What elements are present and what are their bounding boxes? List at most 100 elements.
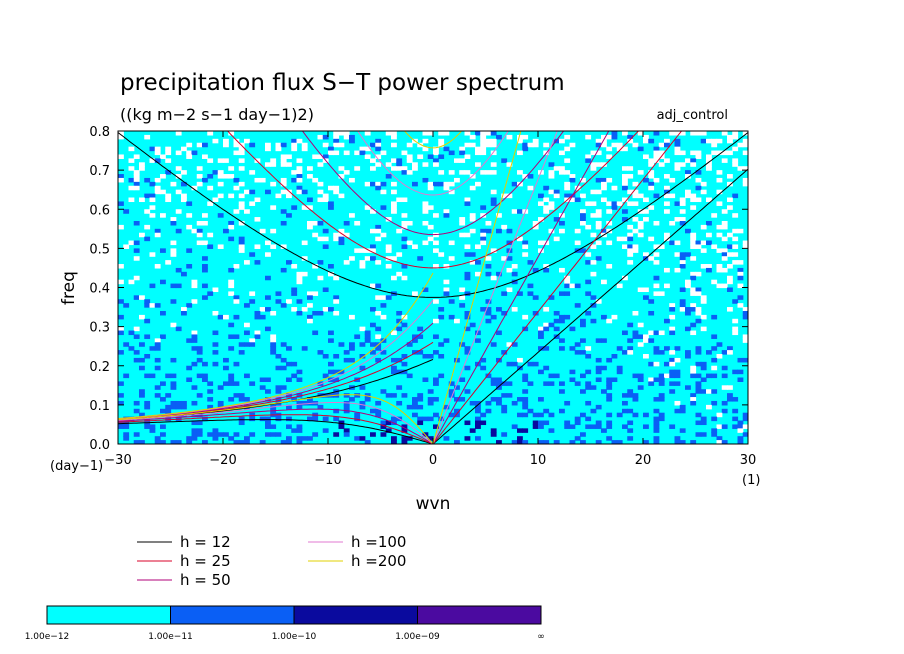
field-cell bbox=[464, 154, 471, 159]
curve-rossby-h200 bbox=[118, 394, 434, 444]
field-cell bbox=[391, 134, 397, 140]
field-cell bbox=[296, 299, 303, 304]
field-cell bbox=[270, 205, 277, 210]
field-cell bbox=[674, 166, 681, 171]
field-cell bbox=[606, 146, 613, 152]
field-cell bbox=[480, 142, 487, 148]
field-cell bbox=[611, 377, 618, 382]
field-cell bbox=[396, 197, 403, 203]
field-cell bbox=[401, 150, 408, 156]
field-cell bbox=[280, 440, 287, 444]
field-cell bbox=[485, 310, 492, 316]
field-cell bbox=[664, 236, 670, 242]
field-cell bbox=[517, 357, 523, 363]
field-cell bbox=[196, 346, 203, 351]
field-cell bbox=[154, 342, 161, 347]
field-cell bbox=[175, 150, 182, 156]
field-cell bbox=[658, 412, 665, 418]
field-cell bbox=[637, 146, 644, 152]
field-cell bbox=[401, 244, 408, 249]
field-cell bbox=[128, 240, 135, 246]
field-cell bbox=[543, 264, 550, 269]
field-cell bbox=[433, 350, 439, 355]
field-cell bbox=[370, 322, 376, 328]
field-cell bbox=[133, 240, 140, 246]
field-cell bbox=[160, 432, 166, 437]
field-cell bbox=[139, 162, 145, 167]
field-cell bbox=[721, 385, 728, 390]
field-cell bbox=[244, 303, 250, 308]
field-cell bbox=[643, 154, 649, 159]
field-cell bbox=[118, 326, 124, 332]
field-cell bbox=[517, 412, 523, 418]
field-cell bbox=[359, 264, 366, 269]
field-cell bbox=[338, 424, 345, 429]
field-cell bbox=[212, 138, 219, 144]
field-cell bbox=[212, 432, 219, 437]
field-cell bbox=[737, 228, 744, 234]
field-cell bbox=[144, 303, 151, 308]
field-cell bbox=[238, 244, 245, 249]
field-cell bbox=[511, 361, 518, 367]
field-cell bbox=[196, 220, 203, 226]
field-cell bbox=[459, 397, 466, 402]
field-cell bbox=[202, 295, 208, 300]
field-cell bbox=[238, 416, 245, 422]
field-cell bbox=[632, 181, 639, 187]
field-cell bbox=[165, 158, 172, 163]
field-cell bbox=[711, 334, 718, 339]
field-cell bbox=[291, 146, 298, 152]
field-cell bbox=[574, 303, 581, 308]
field-cell bbox=[564, 158, 571, 163]
field-cell bbox=[296, 436, 303, 441]
field-cell bbox=[627, 224, 634, 230]
field-cell bbox=[427, 416, 434, 422]
field-cell bbox=[359, 326, 366, 332]
field-cell bbox=[727, 134, 733, 140]
x-tick-label: 0 bbox=[429, 453, 437, 468]
field-cell bbox=[690, 275, 697, 281]
field-cell bbox=[648, 381, 655, 386]
field-cell bbox=[343, 131, 350, 136]
field-cell bbox=[706, 138, 712, 144]
field-cell bbox=[186, 154, 193, 159]
field-cell bbox=[695, 381, 702, 386]
curve-n1-h12 bbox=[118, 132, 748, 298]
field-cell bbox=[622, 236, 628, 242]
field-cell bbox=[732, 131, 739, 136]
field-cell bbox=[149, 346, 156, 351]
field-cell bbox=[664, 185, 670, 191]
field-cell bbox=[375, 283, 382, 289]
field-cell bbox=[349, 346, 355, 351]
field-cell bbox=[522, 174, 529, 179]
field-cell bbox=[322, 373, 329, 379]
field-cell bbox=[154, 357, 161, 363]
field-cell bbox=[249, 201, 256, 206]
field-cell bbox=[485, 264, 492, 269]
field-cell bbox=[401, 275, 408, 281]
field-cell bbox=[695, 412, 702, 418]
field-cell bbox=[202, 373, 208, 379]
field-cell bbox=[196, 428, 203, 433]
field-cell bbox=[606, 397, 613, 402]
field-cell bbox=[679, 404, 686, 410]
field-cell bbox=[160, 189, 166, 195]
field-cell bbox=[711, 346, 718, 351]
field-cell bbox=[175, 174, 182, 179]
field-cell bbox=[338, 420, 345, 426]
field-cell bbox=[700, 248, 707, 253]
field-cell bbox=[706, 350, 712, 355]
field-cell bbox=[669, 424, 676, 429]
field-cell bbox=[543, 209, 550, 214]
field-cell bbox=[291, 291, 298, 296]
field-cell bbox=[627, 393, 634, 398]
field-cell bbox=[569, 197, 576, 203]
field-cell bbox=[259, 416, 266, 422]
field-cell bbox=[364, 334, 371, 339]
field-cell bbox=[464, 389, 471, 394]
field-cell bbox=[548, 428, 555, 433]
field-cell bbox=[370, 350, 376, 355]
field-cell bbox=[653, 346, 660, 351]
field-cell bbox=[144, 134, 151, 140]
field-cell bbox=[580, 318, 586, 324]
